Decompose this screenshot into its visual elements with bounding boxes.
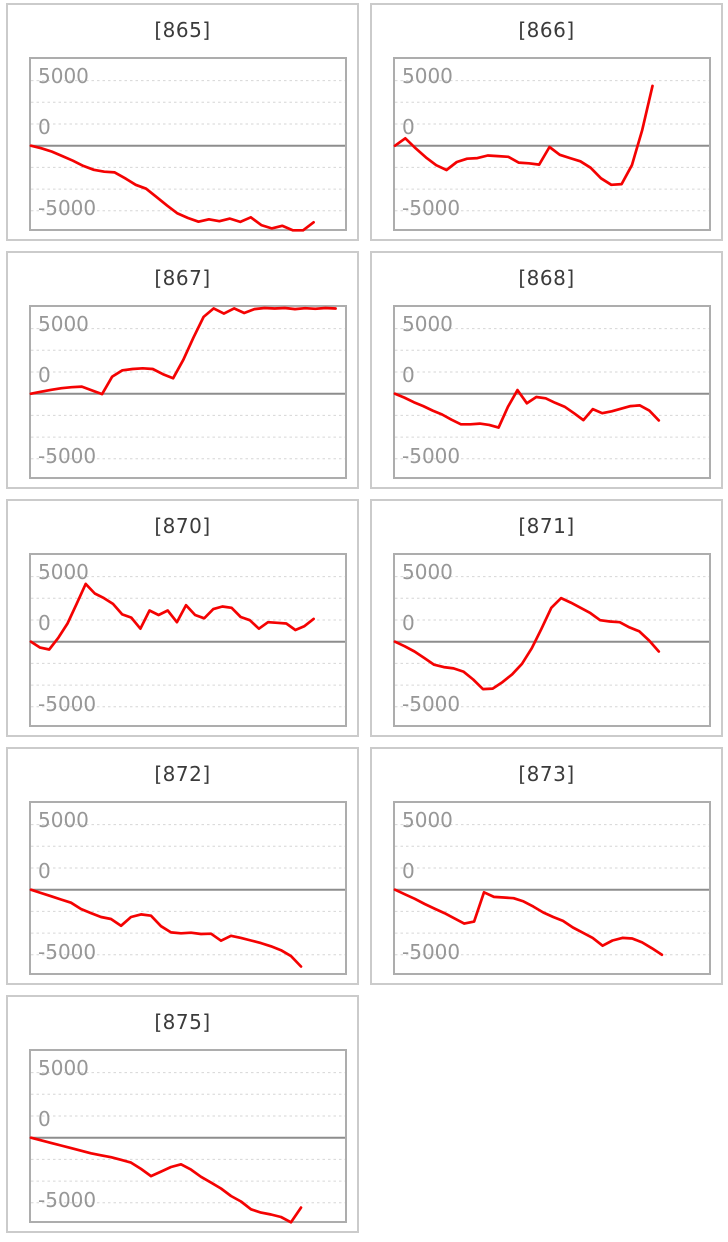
plot-area: 5000 0 -5000 xyxy=(393,801,711,975)
chart-title: [871] xyxy=(518,514,575,538)
series-line xyxy=(393,84,654,187)
chart-card: [868] 5000 0 -5000 xyxy=(370,251,723,489)
series-line xyxy=(29,582,315,651)
chart-card: [866] 5000 0 -5000 xyxy=(370,3,723,241)
plot-area: 5000 0 -5000 xyxy=(393,553,711,727)
chart-title: [873] xyxy=(518,762,575,786)
series-line xyxy=(29,144,315,232)
chart-canvas xyxy=(29,1072,345,1224)
chart-canvas xyxy=(29,824,345,968)
plot-area: 5000 0 -5000 xyxy=(29,801,347,975)
chart-card: [865] 5000 0 -5000 xyxy=(6,3,359,241)
chart-canvas xyxy=(393,576,709,708)
chart-canvas xyxy=(393,824,709,957)
chart-title: [865] xyxy=(154,18,211,42)
series-line xyxy=(393,888,664,957)
chart-card: [873] 5000 0 -5000 xyxy=(370,747,723,985)
series-line xyxy=(393,388,661,429)
chart-title: [866] xyxy=(518,18,575,42)
plot-area: 5000 0 -5000 xyxy=(29,1049,347,1224)
chart-card: [867] 5000 0 -5000 xyxy=(6,251,359,489)
plot-area: 5000 0 -5000 xyxy=(29,305,347,479)
chart-title: [868] xyxy=(518,266,575,290)
chart-canvas xyxy=(29,80,345,232)
chart-canvas xyxy=(29,576,345,708)
plot-area: 5000 0 -5000 xyxy=(29,57,347,232)
chart-card: [871] 5000 0 -5000 xyxy=(370,499,723,737)
series-line xyxy=(29,306,337,396)
plot-area: 5000 0 -5000 xyxy=(29,553,347,727)
plot-area: 5000 0 -5000 xyxy=(393,57,711,231)
chart-card: [870] 5000 0 -5000 xyxy=(6,499,359,737)
chart-title: [872] xyxy=(154,762,211,786)
series-line xyxy=(29,1136,303,1224)
plot-area: 5000 0 -5000 xyxy=(393,305,711,479)
chart-canvas xyxy=(393,328,709,460)
chart-card: [875] 5000 0 -5000 xyxy=(6,995,359,1233)
series-line xyxy=(29,888,303,968)
chart-canvas xyxy=(29,306,345,460)
chart-title: [870] xyxy=(154,514,211,538)
chart-card: [872] 5000 0 -5000 xyxy=(6,747,359,985)
series-line xyxy=(393,596,661,691)
chart-title: [867] xyxy=(154,266,211,290)
chart-canvas xyxy=(393,80,709,212)
chart-title: [875] xyxy=(154,1010,211,1034)
